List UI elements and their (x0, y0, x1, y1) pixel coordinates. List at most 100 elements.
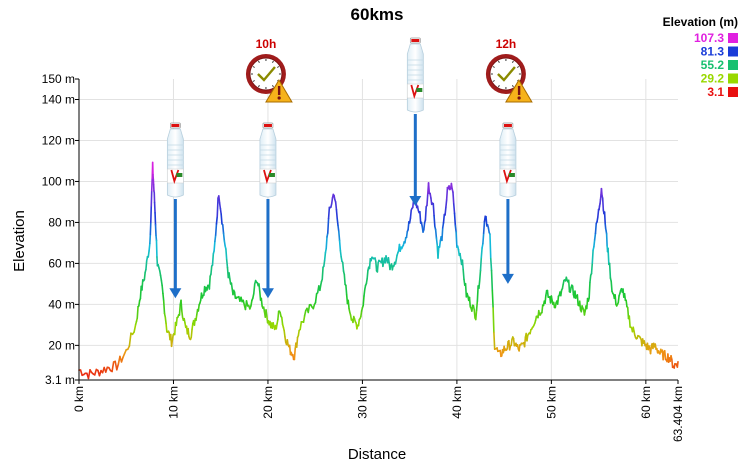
profile-segment (478, 279, 481, 289)
profile-segment (233, 291, 237, 299)
profile-segment (228, 272, 231, 280)
legend-entry-label: 81.3 (701, 45, 725, 59)
profile-segment (362, 295, 365, 307)
profile-segment (297, 329, 300, 337)
profile-segment (482, 220, 486, 234)
profile-segment (483, 215, 487, 223)
profile-segment (480, 247, 483, 259)
profile-segment (567, 279, 571, 293)
profile-segment (591, 249, 594, 264)
profile-segment (452, 191, 455, 205)
clock-warning-icon: 10h (245, 37, 293, 103)
profile-segment (482, 232, 485, 245)
profile-segment (165, 322, 168, 333)
profile-segment (432, 202, 435, 217)
profile-segment (471, 304, 474, 312)
profile-segment (307, 304, 311, 314)
water-bottle-icon (259, 122, 277, 198)
profile-segment (462, 268, 465, 281)
profile-segment (576, 294, 579, 306)
profile-segment (597, 208, 600, 218)
profile-segment (191, 322, 194, 331)
profile-segment (147, 250, 150, 258)
elevation-profile (78, 161, 679, 380)
profile-segment (491, 289, 494, 309)
profile-segment (323, 251, 327, 262)
x-tick-label: 50 km (544, 386, 558, 419)
profile-segment (478, 269, 482, 282)
profile-segment (141, 279, 144, 291)
profile-segment (544, 294, 547, 305)
profile-segment (79, 369, 83, 377)
profile-segment (293, 348, 296, 361)
down-arrow-icon (409, 114, 422, 207)
profile-segment (607, 247, 610, 266)
legend-entry-label: 29.2 (701, 72, 725, 86)
profile-segment (409, 209, 413, 219)
profile-segment (220, 213, 223, 225)
profile-segment (493, 331, 496, 350)
profile-segment (347, 299, 350, 310)
x-tick-label: 0 km (72, 386, 86, 412)
profile-segment (336, 217, 339, 227)
profile-segment (608, 262, 612, 279)
profile-segment (265, 309, 268, 317)
profile-segment (560, 289, 563, 297)
legend-entry-swatch (728, 60, 738, 70)
profile-segment (260, 297, 263, 307)
profile-segment (187, 327, 190, 338)
profile-segment (571, 285, 575, 296)
profile-segment (545, 289, 548, 297)
profile-segment (162, 300, 166, 315)
profile-segment (171, 334, 174, 341)
profile-segment (468, 296, 472, 308)
profile-segment (589, 274, 592, 284)
profile-segment (128, 332, 132, 347)
profile-segment (339, 249, 342, 258)
x-tick-label: 60 km (639, 386, 653, 419)
profile-segment (225, 258, 229, 269)
profile-segment (461, 259, 464, 271)
x-ticks: 0 km 10 km 20 km 30 km 40 km 50 km 60 km 63.404… (72, 380, 685, 442)
profile-segment (434, 228, 438, 239)
profile-segment (277, 310, 280, 321)
profile-segment (617, 295, 620, 304)
profile-segment (161, 284, 164, 295)
profile-segment (104, 366, 109, 373)
profile-segment (314, 293, 318, 304)
profile-segment (445, 198, 448, 209)
profile-segment (479, 256, 483, 272)
legend-entry-label: 107.3 (694, 31, 724, 45)
water-bottle-icon (166, 122, 184, 198)
profile-segment (424, 205, 427, 221)
profile-segment (426, 193, 429, 207)
profile-segment (136, 305, 139, 319)
y-ticks: 3.1 m 20 m 40 m 60 m 80 m 100 m 120 m 140 m 150 … (42, 72, 79, 387)
profile-segment (214, 223, 218, 236)
y-tick-label: 40 m (48, 297, 75, 311)
profile-segment (518, 344, 521, 352)
profile-segment (404, 237, 407, 244)
profile-segment (600, 187, 603, 197)
profile-segment (230, 282, 234, 290)
profile-segment (211, 253, 215, 266)
water-bottle-icon (499, 122, 517, 198)
legend: Elevation (m) 107.381.355.229.23.1 (663, 15, 738, 99)
profile-segment (181, 310, 184, 319)
profile-segment (334, 201, 338, 211)
profile-segment (357, 318, 361, 327)
profile-segment (475, 300, 479, 311)
profile-segment (159, 274, 163, 282)
profile-segment (459, 252, 462, 261)
x-tick-label: 20 km (261, 386, 275, 419)
profile-segment (210, 265, 213, 275)
profile-segment (578, 300, 582, 311)
profile-segment (405, 230, 409, 239)
profile-segment (111, 361, 115, 373)
legend-entry-label: 55.2 (701, 58, 725, 72)
profile-segment (625, 299, 628, 308)
profile-segment (221, 224, 225, 235)
profile-segment (245, 300, 249, 307)
profile-segment (252, 283, 256, 295)
chart-title: 60kms (351, 5, 404, 24)
